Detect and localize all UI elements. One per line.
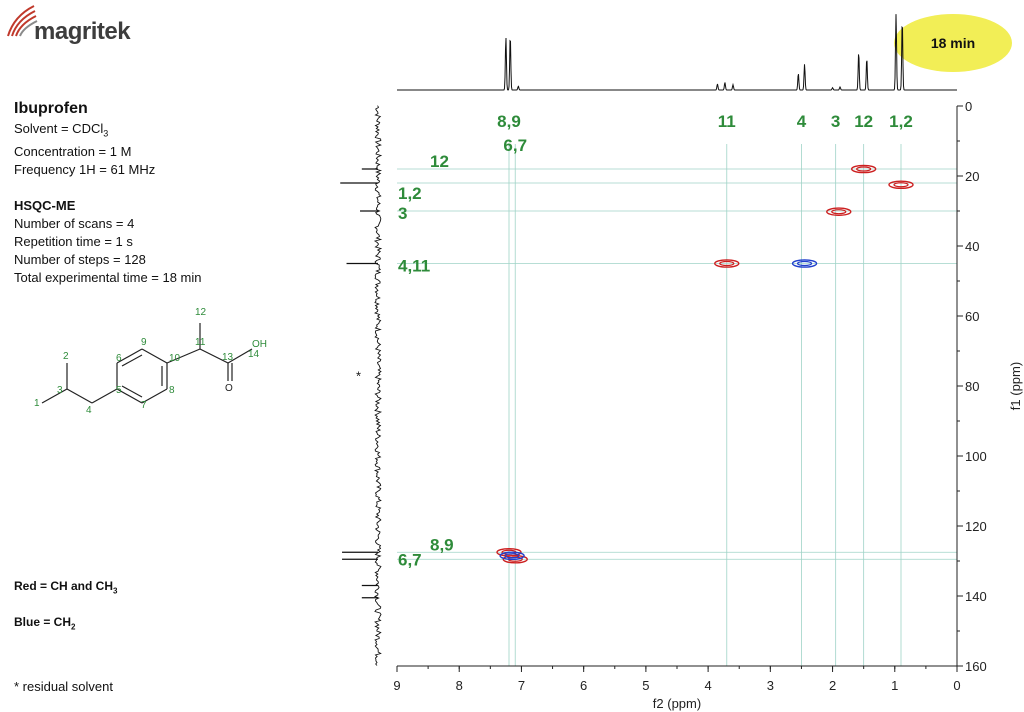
- residual-solvent-marker: *: [356, 369, 361, 384]
- top-peak-label: 8,9: [497, 112, 521, 131]
- atom-label-12: 12: [195, 307, 207, 318]
- top-peak-label: 12: [854, 112, 873, 131]
- scans-line: Number of scans = 4: [14, 215, 135, 231]
- side-peak-label: 4,11: [398, 257, 430, 276]
- cross-peak-contour-inner: [893, 182, 909, 188]
- cross-peak-contour: [499, 551, 525, 561]
- atom-label-4: 4: [86, 405, 92, 416]
- atom-label-6: 6: [116, 353, 122, 364]
- peak-guides: [397, 144, 957, 666]
- side-peak-label: 3: [398, 204, 407, 223]
- top-peak-label: 6,7: [503, 136, 527, 155]
- solvent-line: Solvent = CDCl3: [14, 120, 202, 143]
- axes: 9 8 7 6 5 4 3 2 1 0 f2 (ppm) 0 20 40 60 80 100 120 140 160 f…: [393, 99, 1023, 711]
- y-tick-label: 160: [965, 659, 987, 674]
- cross-peak-contour: [888, 180, 914, 190]
- legend-blue-text: Blue = CH: [14, 615, 72, 629]
- side-peak-label: 12: [430, 152, 449, 171]
- side-peak-label: 8,9: [430, 535, 454, 554]
- y-tick-label: 140: [965, 589, 987, 604]
- atom-label-13: 13: [222, 352, 234, 363]
- x-tick-label: 9: [393, 678, 400, 693]
- y-tick-label: 100: [965, 449, 987, 464]
- legend-red: Red = CH and CH3: [14, 579, 117, 595]
- cross-peak-contour: [714, 259, 740, 268]
- x-tick-label: 6: [580, 678, 587, 693]
- x-tick-label: 3: [767, 678, 774, 693]
- x-tick-label: 1: [891, 678, 898, 693]
- compound-name: Ibuprofen: [14, 100, 88, 117]
- legend-red-sub: 3: [113, 586, 118, 596]
- y-tick-label: 0: [965, 99, 972, 114]
- y-tick-label: 120: [965, 519, 987, 534]
- repetition-line: Repetition time = 1 s: [14, 233, 133, 249]
- atom-label-1: 1: [34, 398, 40, 409]
- y-tick-label: 20: [965, 169, 979, 184]
- time-badge-text: 18 min: [930, 35, 976, 51]
- atom-label-9: 9: [141, 337, 147, 348]
- atom-label-14-visible: 14: [248, 349, 260, 360]
- residual-solvent-note: * residual solvent: [14, 679, 113, 694]
- oxygen-label: O: [225, 383, 233, 394]
- y-tick-label: 80: [965, 379, 979, 394]
- x-tick-label: 8: [456, 678, 463, 693]
- x-axis-label: f2 (ppm): [653, 696, 701, 711]
- ibuprofen-structure: 1 2 3 4 5 6 7 8 9 10 11 12 13 14 OH 14 O: [34, 307, 267, 416]
- proton-spectrum: [397, 14, 957, 91]
- y-axis-label: f1 (ppm): [1008, 362, 1023, 410]
- side-peak-label: 6,7: [398, 550, 422, 569]
- cross-peak-contour-inner: [504, 553, 520, 559]
- top-peak-label: 3: [831, 112, 840, 131]
- atom-label-8: 8: [169, 385, 175, 396]
- steps-line: Number of steps = 128: [14, 251, 146, 267]
- magritek-logo-icon: [7, 5, 38, 37]
- top-peak-label: 1,2: [889, 112, 913, 131]
- cross-peak-contour: [826, 207, 852, 216]
- y-tick-label: 60: [965, 309, 979, 324]
- cross-peak-contour: [850, 164, 877, 174]
- legend-red-text: Red = CH and CH: [14, 579, 114, 593]
- x-tick-label: 7: [518, 678, 525, 693]
- cross-peak-contour-inner: [856, 166, 872, 172]
- legend-blue: Blue = CH2: [14, 615, 75, 631]
- time-badge: 18 min: [894, 14, 1012, 72]
- cross-peak-contour: [502, 554, 528, 564]
- total-time-line: Total experimental time = 18 min: [14, 269, 202, 285]
- atom-label-3: 3: [57, 385, 63, 396]
- x-tick-label: 5: [642, 678, 649, 693]
- atom-label-2: 2: [63, 351, 69, 362]
- x-tick-label: 4: [704, 678, 711, 693]
- atom-label-7: 7: [141, 400, 147, 411]
- experiment-name: HSQC-ME: [14, 197, 76, 213]
- frequency-line: Frequency 1H = 61 MHz: [14, 161, 156, 177]
- solvent-sub: 3: [103, 128, 109, 139]
- top-peak-label: 11: [718, 112, 736, 131]
- carbon-spectrum: *: [340, 105, 383, 666]
- hydroxyl-label: OH: [252, 339, 267, 350]
- cross-peak-contour-inner: [796, 260, 813, 267]
- solvent-text: Solvent = CDCl: [14, 121, 104, 136]
- x-tick-label: 2: [829, 678, 836, 693]
- concentration-line: Concentration = 1 M: [14, 143, 132, 159]
- cross-peak-contour: [791, 259, 818, 268]
- top-peak-label: 4: [797, 112, 807, 131]
- y-tick-label: 40: [965, 239, 979, 254]
- experiment-info: Solvent = CDCl3 Concentration = 1 M Freq…: [14, 120, 202, 287]
- atom-label-11: 11: [195, 337, 206, 348]
- cross-peak-contour-inner: [831, 209, 847, 215]
- proton-spectrum-trace: [397, 14, 957, 91]
- side-peak-label: 1,2: [398, 184, 422, 203]
- atom-label-5: 5: [116, 385, 122, 396]
- brand-name: magritek: [34, 18, 131, 45]
- legend-blue-sub: 2: [71, 622, 76, 632]
- plot-frame: [397, 106, 958, 667]
- cross-peaks: [496, 164, 914, 564]
- x-tick-label: 0: [953, 678, 960, 693]
- cross-peak-contour-inner: [719, 260, 735, 267]
- carbon-noise-trace: [373, 105, 383, 666]
- atom-label-10: 10: [169, 353, 181, 364]
